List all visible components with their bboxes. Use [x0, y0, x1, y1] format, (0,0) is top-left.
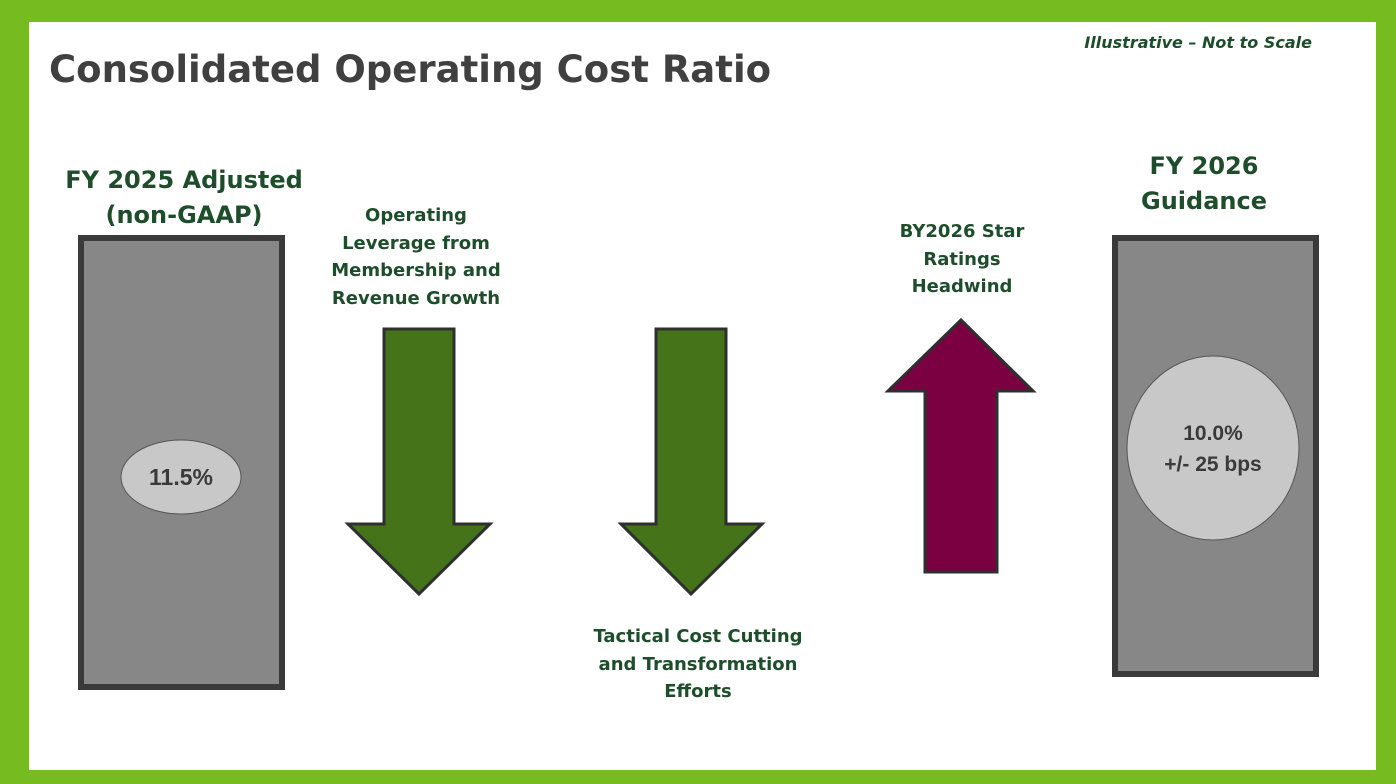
- bar-label: Guidance: [1141, 187, 1267, 215]
- driver-label: Leverage from: [342, 233, 490, 254]
- driver-label: and Transformation: [599, 654, 798, 675]
- driver-label: Tactical Cost Cutting: [593, 626, 802, 647]
- note: Illustrative – Not to Scale: [1084, 33, 1312, 52]
- bar-label: FY 2025 Adjusted: [65, 166, 303, 194]
- driver-label: Membership and: [331, 260, 501, 281]
- up-arrow: [884, 317, 1037, 574]
- driver-label: BY2026 Star: [900, 221, 1025, 242]
- value-bubble: [1126, 355, 1300, 541]
- down-arrow: [344, 327, 494, 597]
- driver-label: Efforts: [664, 681, 731, 702]
- driver-label: Revenue Growth: [332, 288, 500, 309]
- driver-label: Operating: [365, 205, 467, 226]
- bar-value: 11.5%: [149, 464, 213, 490]
- title: Consolidated Operating Cost Ratio: [49, 48, 771, 91]
- down-arrow: [617, 327, 766, 597]
- bar-value: +/- 25 bps: [1164, 453, 1261, 476]
- bar-label: FY 2026: [1150, 152, 1259, 180]
- driver-label: Ratings: [923, 249, 1000, 270]
- value-bubble: [120, 439, 242, 515]
- bar-value: 10.0%: [1183, 422, 1243, 445]
- driver-label: Headwind: [912, 276, 1013, 297]
- bar-label: (non-GAAP): [106, 201, 263, 229]
